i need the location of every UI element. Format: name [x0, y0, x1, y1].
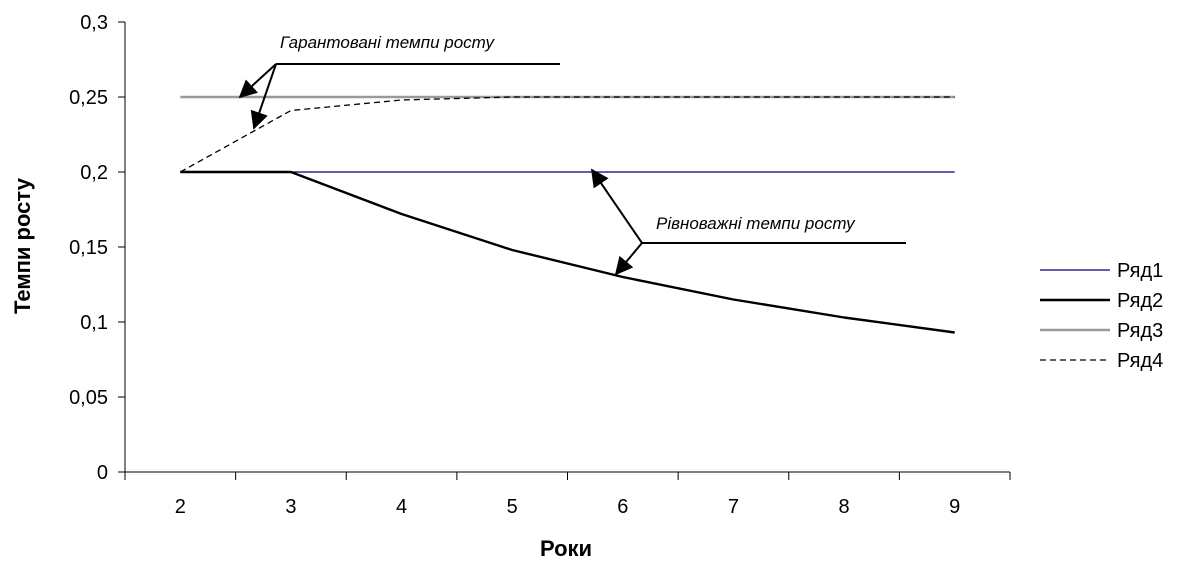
y-tick-label: 0,15 — [69, 237, 108, 259]
axes: 0 0,05 0,1 0,15 0,2 0,25 0,3 2 3 4 5 6 7 8 9 — [69, 12, 1010, 518]
annotation-equilibrium-arrow-1 — [592, 170, 642, 243]
series-line-Ряд2 — [180, 172, 954, 333]
annotation-equilibrium-arrow-2 — [616, 243, 642, 274]
x-tick-label: 8 — [839, 496, 850, 518]
x-tick-label: 4 — [396, 496, 407, 518]
legend-label-Ряд3: Ряд3 — [1117, 320, 1163, 342]
x-tick-label: 9 — [949, 496, 960, 518]
x-tick-label: 2 — [175, 496, 186, 518]
x-tick-label: 6 — [617, 496, 628, 518]
y-tick-label: 0,3 — [80, 12, 108, 34]
y-tick-label: 0,05 — [69, 387, 108, 409]
x-tick-label: 7 — [728, 496, 739, 518]
legend-label-Ряд2: Ряд2 — [1117, 290, 1163, 312]
annotations: Гарантовані темпи росту Рівноважні темпи… — [240, 33, 906, 274]
y-tick-label: 0,25 — [69, 87, 108, 109]
y-axis-title: Темпи росту — [10, 177, 35, 314]
legend: Ряд1 Ряд2 Ряд3 Ряд4 — [1040, 260, 1163, 372]
legend-label-Ряд1: Ряд1 — [1117, 260, 1163, 282]
annotation-equilibrium-label: Рівноважні темпи росту — [656, 214, 856, 233]
y-tick-label: 0 — [97, 462, 108, 484]
annotation-guaranteed-label: Гарантовані темпи росту — [280, 33, 495, 52]
x-tick-label: 3 — [285, 496, 296, 518]
y-tick-label: 0,2 — [80, 162, 108, 184]
y-tick-label: 0,1 — [80, 312, 108, 334]
legend-label-Ряд4: Ряд4 — [1117, 350, 1163, 372]
x-tick-label: 5 — [507, 496, 518, 518]
x-axis-title: Роки — [540, 536, 592, 561]
series-line-Ряд4 — [180, 97, 954, 172]
